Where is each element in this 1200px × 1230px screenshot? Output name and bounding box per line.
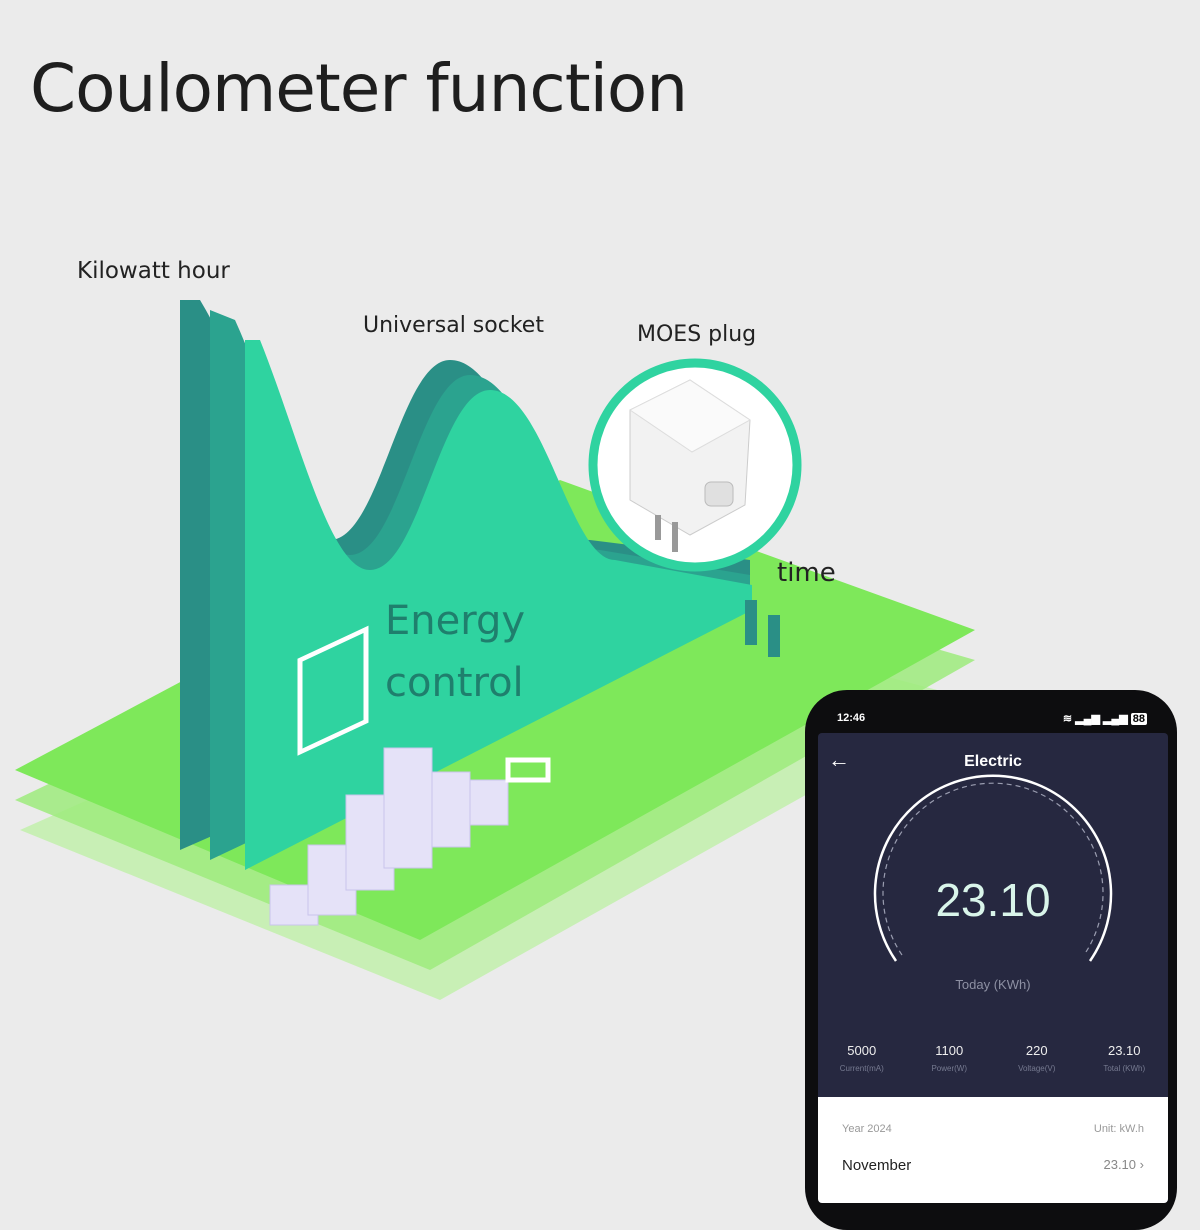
moes-plug-label: MOES plug	[637, 322, 757, 347]
signal-icon: ▂▄▆ ▂▄▆	[1075, 713, 1131, 725]
stat-voltage: 220 Voltage(V)	[997, 1043, 1077, 1073]
bar-blocks	[269, 747, 551, 926]
universal-socket-label: Universal socket	[363, 313, 544, 338]
status-icons: ≋ ▂▄▆ ▂▄▆ 88	[1063, 712, 1147, 725]
kilowatt-hour-label: Kilowatt hour	[77, 258, 230, 284]
time-label: time	[777, 558, 836, 588]
battery-icon: 88	[1130, 713, 1147, 725]
stat-label: Voltage(V)	[1018, 1064, 1056, 1073]
stat-power: 1100 Power(W)	[909, 1043, 989, 1073]
arrow-left-icon[interactable]: ←	[828, 747, 850, 772]
energy-illustration	[15, 300, 975, 1000]
stat-value: 220	[1025, 1043, 1048, 1058]
stat-label: Total (KWh)	[1103, 1064, 1146, 1073]
gauge-ring	[873, 774, 1113, 962]
month-value: 23.10	[1103, 1157, 1137, 1172]
stat-total: 23.10 Total (KWh)	[1084, 1043, 1164, 1073]
stat-current: 5000 Current(mA)	[822, 1043, 902, 1073]
history-card: Year 2024 Unit: kW.h November 23.10 ›	[818, 1097, 1168, 1203]
monitor-chart-icon	[297, 625, 369, 756]
wave-front	[245, 340, 752, 870]
month-row-label[interactable]: November	[842, 1157, 912, 1174]
stat-value: 23.10	[1107, 1043, 1141, 1058]
app-screen: ← Electric 23.10 Today (KWh) 5000 Current…	[818, 733, 1168, 1203]
stat-label: Power(W)	[931, 1064, 968, 1073]
energy-text: Energy	[385, 598, 526, 644]
stat-value: 1100	[935, 1043, 964, 1058]
unit-label: Unit: kW.h	[1093, 1123, 1144, 1135]
stat-label: Current(mA)	[839, 1064, 884, 1073]
status-time: 12:46	[837, 712, 866, 724]
phone: 12:46 ≋ ▂▄▆ ▂▄▆ 88 ← Electric 23.10 Toda…	[805, 690, 1177, 1230]
control-text: control	[385, 660, 524, 706]
app-title: Electric	[964, 753, 1022, 770]
stats-row: 5000 Current(mA) 1100 Power(W) 220 Voltage(…	[818, 1043, 1168, 1073]
stat-value: 5000	[847, 1043, 877, 1058]
status-bar: 12:46 ≋ ▂▄▆ ▂▄▆ 88	[837, 712, 1147, 725]
year-label: Year 2024	[842, 1123, 892, 1135]
page-title: Coulometer function	[30, 50, 688, 127]
chevron-right-icon: ›	[1139, 1157, 1144, 1172]
today-value: 23.10	[935, 874, 1051, 926]
today-label: Today (KWh)	[955, 977, 1031, 992]
time-bar-icon	[745, 600, 757, 645]
energy-control-label: Energy control	[385, 590, 525, 714]
time-bar-icon	[768, 615, 780, 657]
month-row-value[interactable]: 23.10 ›	[1103, 1157, 1144, 1172]
moes-plug-icon	[629, 379, 751, 552]
wifi-icon: ≋	[1062, 713, 1076, 725]
